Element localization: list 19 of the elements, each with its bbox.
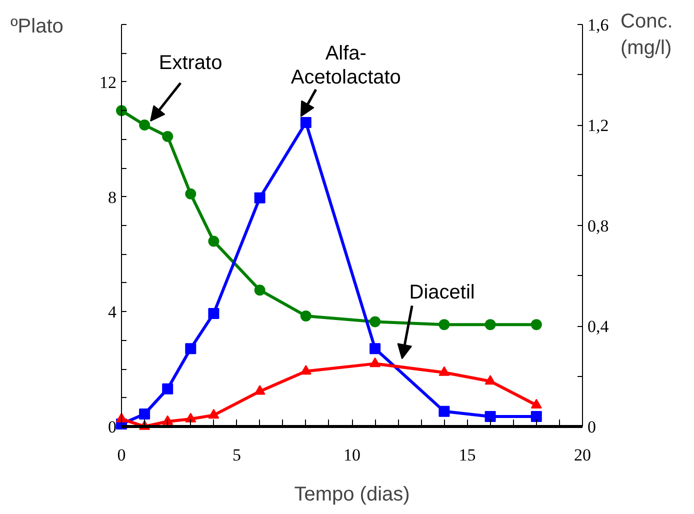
y2-axis-title: Conc. (mg/l) bbox=[620, 10, 673, 59]
y2-tick-label: 0,4 bbox=[588, 317, 610, 336]
series-label: Alfa- Acetolactato bbox=[290, 42, 401, 89]
y2-tick-label: 0,8 bbox=[588, 216, 609, 236]
y2-tick-label: 1,2 bbox=[588, 116, 609, 135]
y-axis-title: ºPlato bbox=[10, 16, 64, 38]
y-tick-label: 0 bbox=[108, 418, 116, 436]
x-tick-label: 20 bbox=[574, 446, 591, 464]
x-tick-label: 5 bbox=[232, 446, 241, 464]
text: Extrato bbox=[158, 52, 222, 74]
x-tick-label: 10 bbox=[344, 446, 360, 464]
y-tick-label: 8 bbox=[108, 188, 116, 207]
text: Diacetil bbox=[409, 282, 475, 304]
x-axis-title: Tempo (dias) bbox=[294, 484, 410, 506]
y2-tick-label: 1,6 bbox=[588, 16, 609, 34]
y2-tick-label: 0 bbox=[588, 418, 596, 436]
y-tick-label: 4 bbox=[108, 302, 117, 322]
y-tick-label: 12 bbox=[100, 72, 116, 92]
x-tick-label: 15 bbox=[458, 446, 476, 464]
